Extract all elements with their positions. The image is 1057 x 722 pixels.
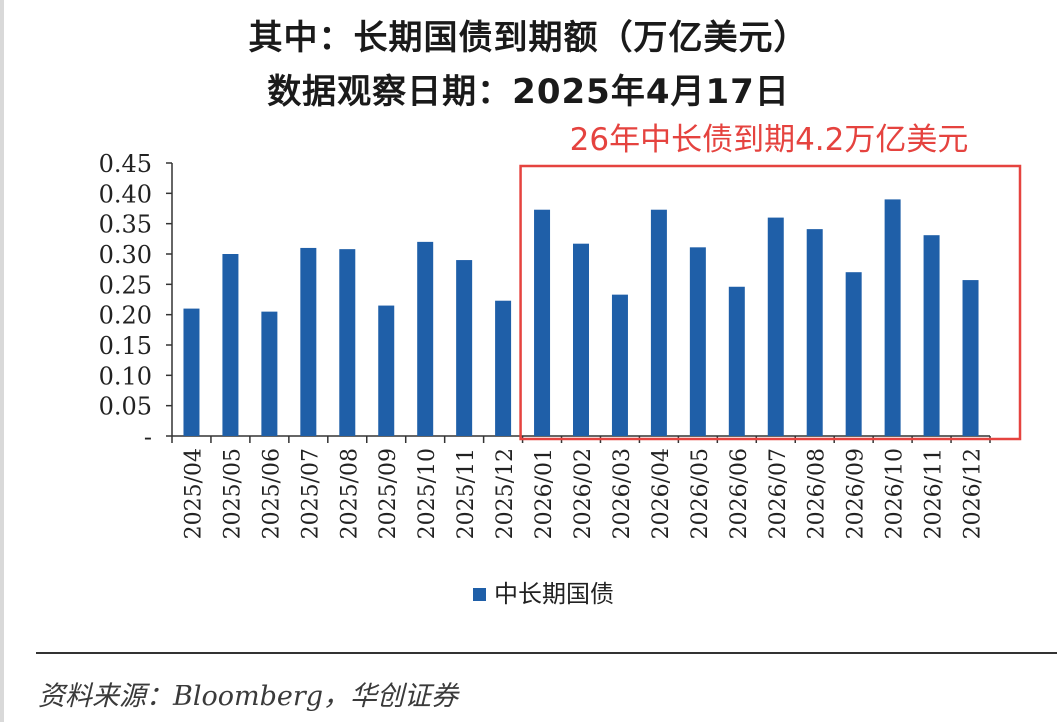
bar-2026/05 (689, 247, 706, 436)
legend-swatch (473, 588, 486, 601)
x-tick-label: 2026/06 (727, 448, 752, 539)
y-tick-label: 0.10 (99, 362, 152, 390)
bar-series (183, 199, 979, 436)
x-tick-label: 2026/10 (883, 448, 908, 539)
bar-2025/10 (417, 241, 434, 436)
x-tick-label: 2026/04 (649, 448, 674, 539)
bar-2026/01 (534, 209, 551, 436)
bar-2026/03 (611, 294, 628, 436)
x-tick-labels: 2025/04 2025/05 2025/06 2025/07 2025/08 2025/… (181, 448, 985, 539)
y-tick-label: 0.30 (99, 241, 152, 269)
x-tick-label: 2026/03 (610, 448, 635, 539)
bar-2026/12 (962, 280, 979, 436)
y-tick-label: - (144, 423, 152, 451)
page-left-border (0, 0, 4, 722)
y-tick-label: 0.20 (99, 302, 152, 330)
y-tick-label: 0.25 (99, 271, 152, 299)
highlight-rect (519, 164, 1022, 441)
x-tick-label: 2026/07 (766, 448, 791, 539)
x-tick-label: 2025/11 (454, 448, 479, 539)
bar-2025/12 (495, 300, 512, 436)
bar-2026/10 (884, 199, 901, 436)
x-tick-label: 2025/09 (376, 448, 401, 539)
x-tick-label: 2026/08 (805, 448, 830, 539)
bar-2025/04 (183, 308, 200, 436)
bar-2026/07 (767, 217, 784, 436)
bar-2025/08 (339, 249, 356, 436)
highlight-box (519, 164, 1022, 441)
bar-2026/09 (845, 272, 862, 436)
legend: 中长期国债 (473, 580, 614, 608)
x-tick-label: 2025/12 (493, 448, 518, 539)
x-tick-label: 2026/05 (688, 448, 713, 539)
legend-label: 中长期国债 (494, 580, 614, 608)
x-tick-label: 2026/02 (571, 448, 596, 539)
bar-2025/07 (300, 247, 317, 436)
y-tick-label: 0.05 (99, 393, 152, 421)
bar-2026/11 (923, 235, 940, 436)
y-axis: -0.05 0.100.150.20 0.250.300.35 0.400.45 (99, 150, 173, 451)
y-tick-label: 0.45 (99, 150, 152, 178)
bar-2026/02 (573, 243, 589, 436)
source-note: 资料来源：Bloomberg，华创证券 (38, 681, 459, 712)
highlight-annotation: 26年中长债到期4.2万亿美元 (569, 122, 969, 158)
x-tick-label: 2025/05 (220, 448, 245, 539)
bar-2025/05 (222, 254, 239, 436)
x-tick-label: 2025/04 (181, 448, 206, 539)
x-tick-label: 2025/08 (337, 448, 362, 539)
x-tick-label: 2026/11 (922, 448, 947, 539)
bar-2025/06 (261, 311, 278, 436)
bar-chart: -0.05 0.100.150.20 0.250.300.35 0.400.45 20… (99, 150, 1022, 608)
bar-2026/06 (728, 286, 745, 436)
bar-2026/08 (806, 229, 823, 436)
y-tick-label: 0.35 (99, 211, 152, 239)
bar-2025/11 (456, 260, 473, 436)
x-tick-label: 2026/12 (961, 448, 986, 539)
bar-2026/04 (650, 209, 667, 436)
x-tick-label: 2025/07 (298, 448, 323, 539)
y-tick-label: 0.15 (99, 332, 152, 360)
y-tick-label: 0.40 (99, 180, 152, 208)
x-tick-label: 2025/10 (415, 448, 440, 539)
bar-2025/09 (378, 305, 395, 436)
x-tick-label: 2026/09 (844, 448, 869, 539)
chart-subtitle: 数据观察日期：2025年4月17日 (267, 72, 790, 112)
x-tick-label: 2026/01 (532, 448, 557, 539)
source-divider (36, 652, 1057, 654)
x-tick-label: 2025/06 (259, 448, 284, 539)
chart-title: 其中：长期国债到期额（万亿美元） (248, 18, 809, 58)
